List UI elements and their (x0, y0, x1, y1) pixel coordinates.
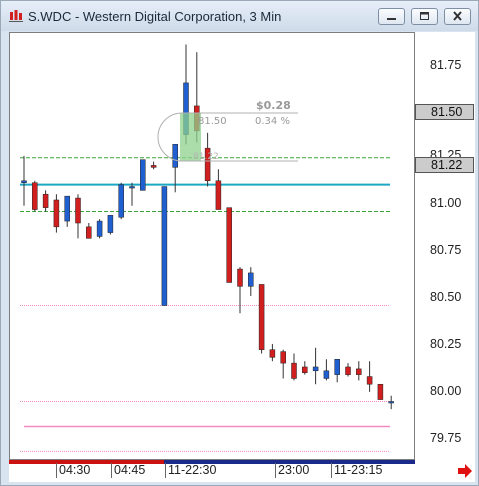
candle-down[interactable] (150, 165, 157, 168)
measure-percent: 0.34 % (255, 116, 290, 127)
time-label: 11-22:30 (165, 463, 216, 478)
scroll-right-arrow-icon[interactable] (457, 464, 473, 478)
time-label: 04:45 (111, 463, 145, 478)
restore-icon (420, 12, 429, 20)
session-bar-regular (164, 460, 415, 464)
session-bar-premarket (9, 460, 164, 464)
candle-down[interactable] (302, 366, 308, 373)
candle-up[interactable] (118, 184, 124, 218)
candle-up[interactable] (323, 370, 330, 379)
measure-range-box (180, 113, 201, 161)
candle-down[interactable] (226, 207, 232, 283)
reference-price-marker: 81.22 (415, 157, 474, 173)
candle-up[interactable] (172, 144, 178, 168)
candle-up[interactable] (248, 272, 254, 287)
price-axis[interactable]: 81.75 81.50 81.25 81.22 81.00 80.75 80.5… (415, 32, 475, 460)
candle-up[interactable] (107, 215, 114, 233)
candlestick-chart[interactable]: $0.28 81.50 0.34 % 81.22 (10, 33, 415, 460)
price-label: 80.00 (430, 384, 462, 398)
restore-button[interactable] (411, 8, 438, 25)
candle-down[interactable] (356, 368, 362, 375)
candle-up[interactable] (129, 186, 135, 189)
candle-down[interactable] (53, 199, 60, 228)
price-label: 81.75 (430, 58, 462, 72)
candle-down[interactable] (204, 147, 211, 182)
measure-tool[interactable]: $0.28 81.50 0.34 % 81.22 (157, 99, 298, 162)
last-price-marker: 81.50 (415, 104, 474, 120)
candle-down[interactable] (42, 193, 49, 208)
candle-up[interactable] (388, 401, 394, 404)
candle-down[interactable] (32, 182, 38, 210)
price-label: 80.50 (430, 290, 462, 304)
close-icon (453, 11, 462, 21)
minimize-button[interactable] (378, 8, 405, 25)
candle-up[interactable] (140, 159, 146, 191)
candle-down[interactable] (377, 383, 384, 400)
candle-down[interactable] (269, 349, 276, 358)
price-label: 81.00 (430, 196, 462, 210)
candle-up[interactable] (21, 180, 27, 183)
measure-price: 81.50 (198, 116, 227, 127)
candle-down[interactable] (75, 197, 81, 224)
title-bar[interactable]: S.WDC - Western Digital Corporation, 3 M… (1, 1, 478, 31)
time-label: 11-23:15 (331, 463, 382, 478)
candle-down[interactable] (291, 362, 297, 379)
price-chart[interactable]: $0.28 81.50 0.34 % 81.22 (9, 32, 415, 460)
price-label: 79.75 (430, 431, 462, 445)
time-label: 23:00 (275, 463, 309, 478)
candle-down[interactable] (345, 366, 351, 375)
candle-up[interactable] (334, 359, 340, 375)
candle-down[interactable] (280, 351, 286, 364)
candle-down[interactable] (86, 226, 92, 239)
candle-down[interactable] (366, 376, 373, 385)
time-axis[interactable]: 04:30 04:45 11-22:30 23:00 11-23:15 (9, 460, 475, 482)
time-label: 04:30 (56, 463, 90, 478)
minimize-icon (387, 18, 396, 20)
measure-change: $0.28 (256, 99, 291, 112)
candle-up[interactable] (96, 220, 103, 237)
measure-base-price: 81.22 (193, 152, 219, 162)
price-label: 80.25 (430, 337, 462, 351)
chart-bars-icon (9, 10, 23, 22)
window-title: S.WDC - Western Digital Corporation, 3 M… (28, 9, 282, 24)
price-label: 80.75 (430, 243, 462, 257)
candle-down[interactable] (237, 268, 243, 287)
candle-up[interactable] (64, 195, 70, 222)
candle-down[interactable] (215, 180, 222, 210)
close-button[interactable] (444, 8, 471, 25)
candle-down[interactable] (258, 284, 265, 350)
candle-up[interactable] (312, 366, 319, 372)
candle-up[interactable] (161, 186, 168, 306)
